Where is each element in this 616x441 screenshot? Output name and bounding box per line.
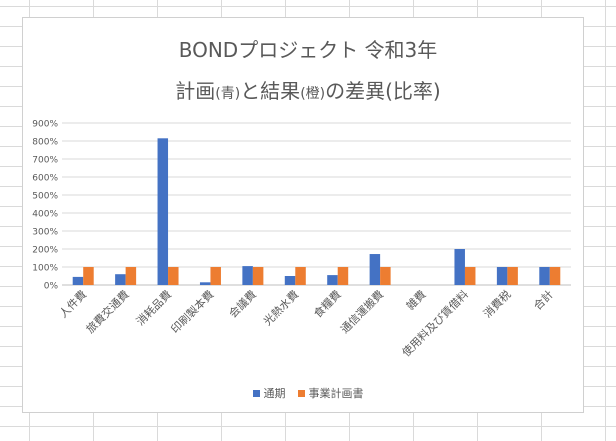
bar-series-2[interactable]: [295, 267, 306, 285]
legend-swatch-orange: [297, 389, 305, 397]
chart-title-line1: BONDプロジェクト 令和3年: [178, 38, 438, 62]
bar-series-1[interactable]: [199, 282, 211, 285]
bar-series-1[interactable]: [242, 266, 253, 285]
bar-series-2[interactable]: [464, 267, 476, 285]
legend-item-series-1: 通期: [252, 385, 286, 401]
bar-series-2[interactable]: [83, 267, 94, 285]
y-tick-label: 300%: [32, 228, 58, 238]
bar-series-2[interactable]: [337, 267, 349, 285]
y-tick-label: 700%: [32, 156, 58, 166]
bars: [72, 138, 561, 285]
x-tick-label: 通信運搬費: [337, 287, 386, 336]
legend-item-series-2: 事業計画書: [297, 385, 364, 401]
bar-series-1[interactable]: [539, 267, 550, 285]
bar-series-1[interactable]: [454, 249, 465, 285]
bar-series-1[interactable]: [72, 276, 84, 285]
x-tick-label: 光熱水費: [260, 287, 301, 328]
bar-series-2[interactable]: [549, 267, 561, 285]
y-tick-label: 400%: [32, 210, 58, 220]
bar-series-2[interactable]: [252, 267, 264, 285]
bar-series-1[interactable]: [327, 275, 338, 285]
title-part-orange: (橙): [300, 86, 326, 102]
bar-series-1[interactable]: [157, 138, 169, 285]
bar-series-2[interactable]: [210, 267, 221, 285]
bar-series-1[interactable]: [496, 267, 508, 285]
x-tick-label: 旅費交通費: [83, 287, 132, 336]
legend-label-series-1: 通期: [263, 387, 286, 400]
x-tick-label: 消費税: [480, 287, 513, 320]
legend: 通期 事業計画書: [0, 385, 616, 401]
x-tick-label: 合計: [530, 287, 555, 312]
x-tick-label: 雑費: [403, 287, 428, 312]
y-axis-ticks: 0% 100% 200% 300% 400% 500% 600% 700% 800% 900%: [32, 120, 58, 292]
y-tick-label: 500%: [32, 192, 58, 202]
y-tick-label: 100%: [32, 264, 58, 274]
x-tick-label: 会議費: [226, 287, 259, 320]
bar-series-2[interactable]: [380, 267, 391, 285]
x-tick-label: 人件費: [56, 287, 89, 320]
legend-swatch-blue: [252, 389, 260, 397]
y-tick-label: 900%: [32, 120, 58, 130]
bar-series-1[interactable]: [115, 274, 126, 285]
bar-series-1[interactable]: [369, 254, 381, 285]
gridlines: [62, 122, 571, 286]
chart-title-line2: 計画(青)と結果(橙)の差異(比率): [0, 75, 616, 104]
chart-frame[interactable]: [22, 17, 584, 413]
y-tick-label: 600%: [32, 174, 58, 184]
x-tick-label: 消耗品費: [133, 287, 174, 328]
y-tick-label: 200%: [32, 246, 58, 256]
title-part-blue: (青): [215, 86, 241, 102]
bar-series-1[interactable]: [284, 276, 296, 285]
bar-series-2[interactable]: [125, 267, 137, 285]
bar-series-2[interactable]: [507, 267, 518, 285]
x-tick-label: 印刷製本費: [168, 287, 217, 336]
bar-series-2[interactable]: [168, 267, 179, 285]
title-part-result: と結果: [240, 79, 301, 103]
title-part-ratio: の差異(比率): [325, 79, 441, 103]
title-part-plan: 計画: [175, 79, 216, 103]
legend-label-series-2: 事業計画書: [308, 387, 364, 400]
y-tick-label: 0%: [44, 282, 59, 292]
y-tick-label: 800%: [32, 138, 58, 148]
x-tick-label: 食糧費: [311, 287, 344, 320]
